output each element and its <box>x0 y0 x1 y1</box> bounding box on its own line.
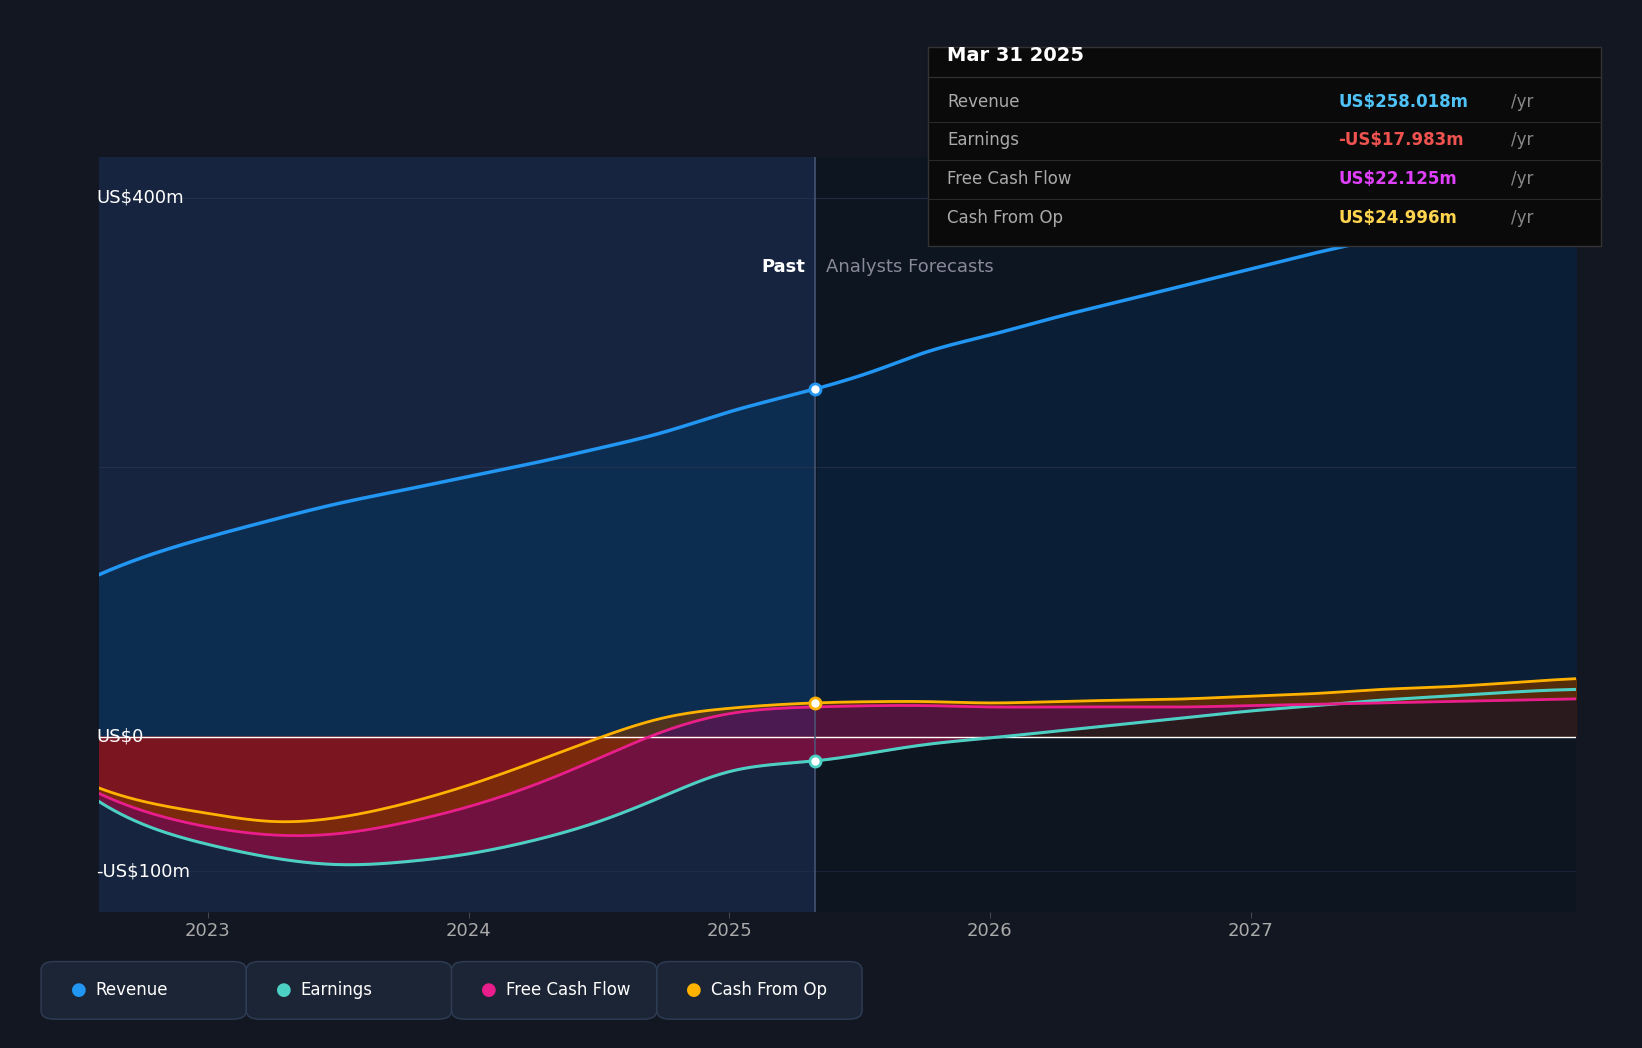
Text: /yr: /yr <box>1511 92 1534 111</box>
Text: Revenue: Revenue <box>95 981 167 1000</box>
Text: US$400m: US$400m <box>95 189 184 206</box>
Bar <box>99 157 816 912</box>
Text: US$22.125m: US$22.125m <box>1338 170 1456 189</box>
Text: Free Cash Flow: Free Cash Flow <box>947 170 1072 189</box>
Text: Analysts Forecasts: Analysts Forecasts <box>826 258 993 277</box>
Text: /yr: /yr <box>1511 170 1534 189</box>
Text: Revenue: Revenue <box>947 92 1020 111</box>
Text: ●: ● <box>71 981 87 1000</box>
Text: US$0: US$0 <box>95 727 143 745</box>
Text: Earnings: Earnings <box>947 131 1020 150</box>
Text: US$258.018m: US$258.018m <box>1338 92 1468 111</box>
Text: -US$17.983m: -US$17.983m <box>1338 131 1465 150</box>
Text: Cash From Op: Cash From Op <box>711 981 828 1000</box>
Text: Earnings: Earnings <box>300 981 373 1000</box>
Text: -US$100m: -US$100m <box>95 863 190 880</box>
Text: Free Cash Flow: Free Cash Flow <box>506 981 631 1000</box>
Text: US$24.996m: US$24.996m <box>1338 209 1456 227</box>
Text: Cash From Op: Cash From Op <box>947 209 1064 227</box>
Text: Past: Past <box>760 258 805 277</box>
Text: Mar 31 2025: Mar 31 2025 <box>947 46 1084 65</box>
Bar <box>816 157 1576 912</box>
Text: ●: ● <box>686 981 703 1000</box>
Text: ●: ● <box>481 981 498 1000</box>
Text: /yr: /yr <box>1511 209 1534 227</box>
Text: /yr: /yr <box>1511 131 1534 150</box>
Text: ●: ● <box>276 981 292 1000</box>
